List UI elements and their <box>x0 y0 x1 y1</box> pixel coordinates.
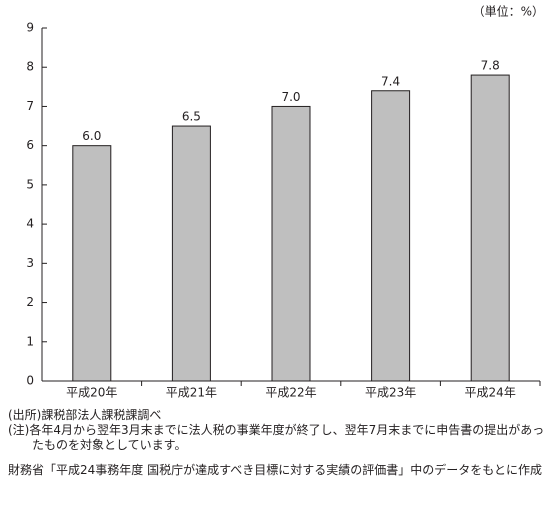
y-tick-label: 5 <box>26 177 34 191</box>
bar <box>271 105 311 382</box>
y-tick-label: 0 <box>26 374 34 388</box>
value-label: 6.0 <box>82 129 101 143</box>
y-tick-label: 6 <box>26 138 34 152</box>
y-tick-label: 1 <box>26 334 34 348</box>
value-label: 7.4 <box>381 74 400 88</box>
x-tick-label: 平成22年 <box>265 386 316 400</box>
x-tick-label: 平成20年 <box>66 386 117 400</box>
x-tick-label: 平成21年 <box>166 386 217 400</box>
notes: (出所)課税部法人課税課調べ (注)各年4月から翌年3月末までに法人税の事業年度… <box>8 408 546 478</box>
bar <box>72 145 112 382</box>
bar <box>171 125 211 382</box>
x-tick-label: 平成23年 <box>365 386 416 400</box>
y-tick-label: 9 <box>26 21 34 35</box>
footer: 財務省「平成24事務年度 国税庁が達成すべき目標に対する実績の評価書」中のデータ… <box>8 463 543 477</box>
value-label: 7.8 <box>481 59 500 73</box>
y-tick-label: 4 <box>26 217 34 231</box>
y-tick-label: 8 <box>26 60 34 74</box>
y-tick-label: 7 <box>26 99 34 113</box>
x-tick-label: 平成24年 <box>465 386 516 400</box>
bar <box>470 74 510 382</box>
y-tick-label: 3 <box>26 256 34 270</box>
bar <box>371 90 411 382</box>
source: (出所)課税部法人課税課調べ <box>8 408 162 422</box>
unit-label: （単位：%） <box>473 4 544 19</box>
y-tick-label: 2 <box>26 295 34 309</box>
value-label: 6.5 <box>182 110 201 124</box>
chart: （単位：%） 0 1 2 3 4 5 6 7 8 9 平成20年 6.0 平成21年 6.5 平成22年 7.… <box>26 4 544 400</box>
value-label: 7.0 <box>281 90 300 104</box>
note: (注)各年4月から翌年3月末までに法人税の事業年度が終了し、翌年7月末までに申告… <box>8 423 545 452</box>
